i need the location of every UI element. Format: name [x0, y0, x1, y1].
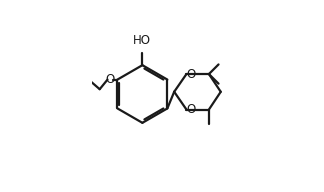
Text: O: O	[186, 103, 195, 116]
Text: O: O	[105, 73, 114, 86]
Text: O: O	[186, 68, 195, 81]
Text: HO: HO	[133, 34, 151, 47]
